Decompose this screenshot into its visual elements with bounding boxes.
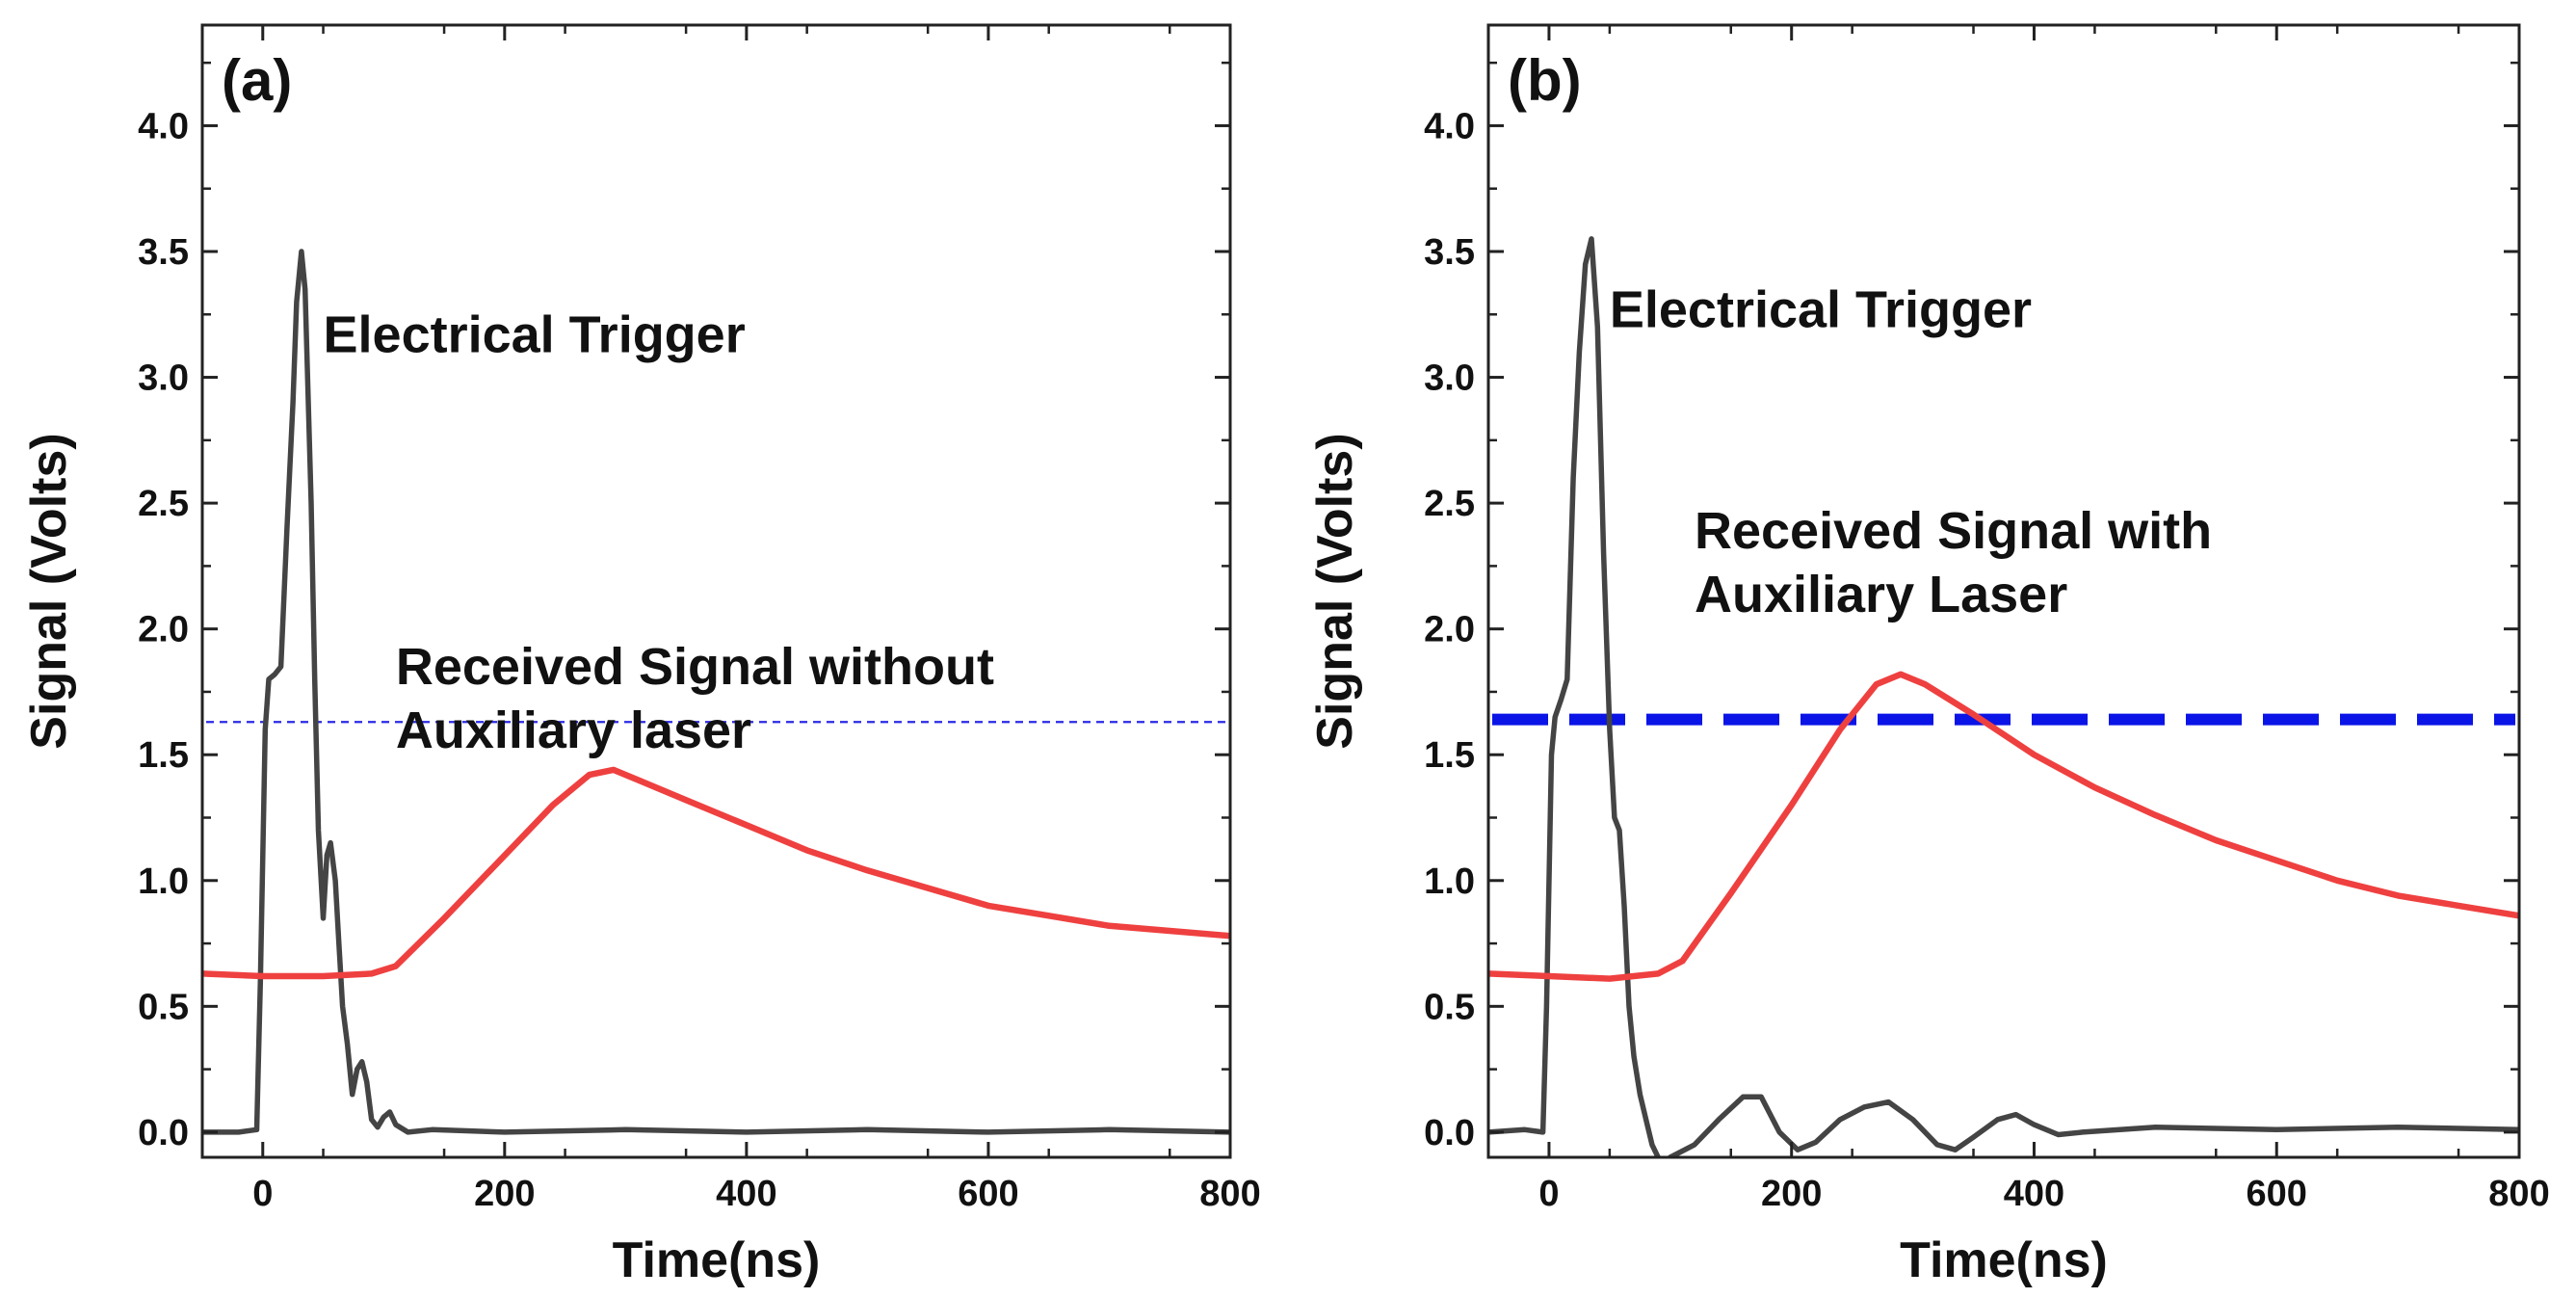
y-tick-label: 2.5 — [138, 484, 189, 524]
y-tick-label: 3.0 — [1424, 358, 1475, 399]
y-tick-label: 0.0 — [138, 1113, 189, 1153]
x-tick-label: 800 — [1199, 1174, 1260, 1214]
x-axis-title: Time(ns) — [613, 1232, 821, 1288]
y-tick-label: 1.5 — [1424, 735, 1475, 776]
plot-frame — [200, 23, 1232, 1159]
annotation-text: Electrical Trigger — [324, 305, 746, 363]
trigger-series-line — [1488, 236, 2519, 1157]
x-tick-label: 0 — [1538, 1174, 1559, 1214]
trigger-series-line — [202, 249, 1230, 1135]
received-signal-series-line — [202, 766, 1230, 980]
x-tick-label: 200 — [1761, 1174, 1822, 1214]
panel-a: 0 200 400 600 800 0.0 0.5 1.0 1.5 2.0 2.5 3.0 3.5 4.0… — [21, 23, 1261, 1288]
annotation-text: Auxiliary laser — [396, 702, 751, 759]
y-tick-label: 2.0 — [1424, 610, 1475, 650]
annotation-text: Received Signal with — [1695, 502, 2212, 560]
panel-label: (a) — [222, 48, 292, 113]
y-tick-label: 1.0 — [1424, 861, 1475, 902]
y-tick-label: 2.0 — [138, 610, 189, 650]
plot-frame — [1486, 23, 2521, 1159]
x-tick-label: 400 — [2004, 1174, 2064, 1214]
panel-b: 0 200 400 600 800 0.0 0.5 1.0 1.5 2.0 2.5 3.0 3.5 4.0… — [1307, 23, 2550, 1288]
y-tick-label: 0.0 — [1424, 1113, 1475, 1153]
y-tick-label: 4.0 — [1424, 106, 1475, 146]
x-tick-label: 400 — [716, 1174, 776, 1214]
y-tick-label: 2.5 — [1424, 484, 1475, 524]
y-tick-label: 4.0 — [138, 106, 189, 146]
annotation-text: Received Signal without — [396, 638, 994, 696]
annotation-text: Electrical Trigger — [1610, 280, 2032, 338]
x-tick-label: 600 — [958, 1174, 1018, 1214]
y-tick-label: 1.0 — [138, 861, 189, 902]
y-axis-title: Signal (Volts) — [21, 433, 77, 749]
panel-label: (b) — [1508, 48, 1582, 113]
x-tick-label: 0 — [252, 1174, 273, 1214]
y-tick-label: 0.5 — [138, 987, 189, 1027]
x-tick-label: 800 — [2488, 1174, 2549, 1214]
y-tick-label: 3.5 — [1424, 232, 1475, 273]
y-tick-label: 1.5 — [138, 735, 189, 776]
annotation-text: Auxiliary Laser — [1695, 566, 2067, 623]
x-axis-title: Time(ns) — [1900, 1232, 2108, 1288]
x-tick-label: 200 — [474, 1174, 535, 1214]
y-tick-label: 0.5 — [1424, 987, 1475, 1027]
y-tick-label: 3.0 — [138, 358, 189, 399]
y-axis-title: Signal (Volts) — [1307, 433, 1363, 749]
received-signal-series-line — [1488, 671, 2519, 982]
x-tick-label: 600 — [2247, 1174, 2307, 1214]
y-tick-label: 3.5 — [138, 232, 189, 273]
